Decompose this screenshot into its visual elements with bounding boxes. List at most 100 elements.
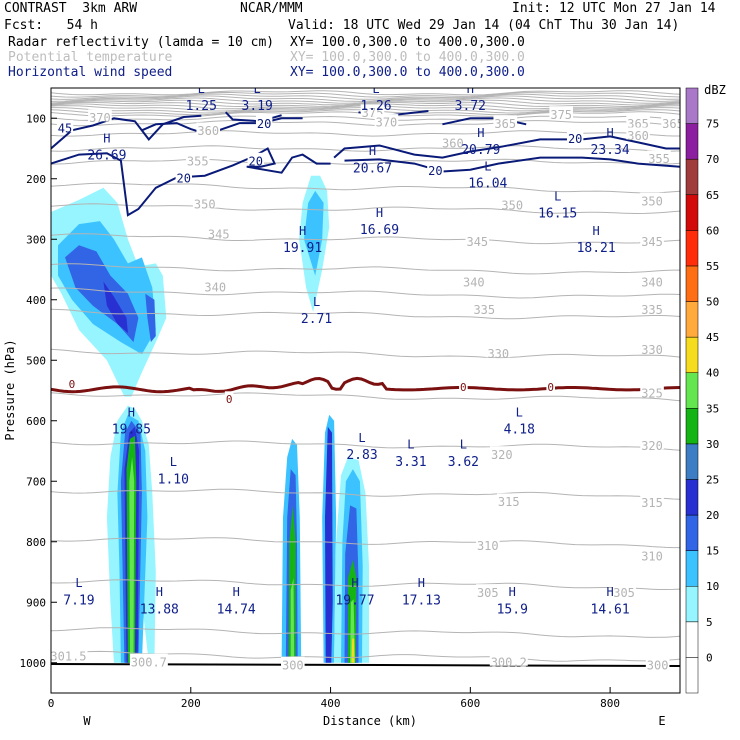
theta-label-bg xyxy=(640,301,664,314)
extremum-marker: L xyxy=(358,431,365,445)
theta-label: 330 xyxy=(487,347,509,361)
theta-label: 305 xyxy=(477,586,499,600)
extremum-marker: H xyxy=(467,82,474,96)
theta-label: 360 xyxy=(442,136,464,150)
field-theta-xy: XY= 100.0,300.0 to 400.0,300.0 xyxy=(290,50,525,65)
theta-label: 320 xyxy=(491,448,513,462)
extremum-marker: H xyxy=(351,576,358,590)
colorbar-swatch xyxy=(685,158,699,196)
theta-label: 310 xyxy=(477,539,499,553)
theta-label-bg xyxy=(462,273,486,286)
extremum-value: 16.15 xyxy=(538,207,577,222)
extremum-marker: H xyxy=(606,126,613,140)
x-tick-label: 800 xyxy=(600,697,620,710)
theta-label: 370 xyxy=(89,111,111,125)
theta-label: 370 xyxy=(376,116,398,130)
colorbar-label: 40 xyxy=(706,367,719,380)
theta-label: 345 xyxy=(641,235,663,249)
theta-contour xyxy=(51,537,680,549)
colorbar-label: 60 xyxy=(706,224,719,237)
colorbar-label: 15 xyxy=(706,545,719,558)
wind-label-bg xyxy=(175,169,192,182)
extremum-value: 14.74 xyxy=(217,602,256,617)
extremum-marker: H xyxy=(593,224,600,238)
theta-label-bg xyxy=(88,109,112,122)
theta-contour xyxy=(51,203,680,215)
theta-label-bg xyxy=(496,493,521,506)
theta-label-bg xyxy=(51,647,88,660)
freezing-label: 0 xyxy=(460,381,467,394)
theta-label: 340 xyxy=(463,275,485,289)
theta-label-bg xyxy=(640,547,664,560)
theta-label: 355 xyxy=(187,154,209,168)
theta-label-bg xyxy=(500,196,525,209)
x-tick-label: 0 xyxy=(48,697,55,710)
theta-label: 355 xyxy=(648,152,670,166)
colorbar: 0 5 10 15 20 25 30 35 40 45 50 55 60 65 70 75 xyxy=(685,87,719,694)
wind-contour xyxy=(51,147,331,217)
colorbar-swatch xyxy=(685,657,699,694)
x-end-label-east: E xyxy=(658,714,665,728)
theta-label: 315 xyxy=(498,495,520,509)
colorbar-label: 35 xyxy=(706,402,719,415)
theta-contour xyxy=(51,287,680,299)
theta-label-bg xyxy=(640,437,664,450)
extremum-value: 13.88 xyxy=(140,602,179,617)
colorbar-swatch xyxy=(685,194,699,231)
wind-label: 20 xyxy=(249,154,263,168)
theta-label-bg xyxy=(472,301,497,314)
theta-contour xyxy=(51,627,680,638)
theta-label-bg xyxy=(489,446,514,459)
theta-contour xyxy=(51,233,680,245)
extremum-value: 20.79 xyxy=(461,143,500,158)
colorbar-swatch xyxy=(685,265,699,302)
theta-label-bg xyxy=(196,122,221,135)
extremum-value: 17.13 xyxy=(402,593,441,608)
theta-label-bg xyxy=(549,106,573,119)
colorbar-label: 5 xyxy=(706,616,713,629)
extremum-marker: L xyxy=(75,576,82,590)
theta-contour xyxy=(51,579,680,590)
colorbar-swatch xyxy=(685,585,699,623)
extremum-value: 19.77 xyxy=(335,593,374,608)
extremum-marker: L xyxy=(484,159,491,173)
column-center xyxy=(325,426,333,663)
colorbar-label: 65 xyxy=(706,189,719,202)
extremum-value: 26.69 xyxy=(87,149,126,164)
colorbar-swatch xyxy=(685,621,699,658)
extremum-value: 15.9 xyxy=(497,602,528,617)
theta-label-bg xyxy=(640,233,664,246)
extremum-value: 1.25 xyxy=(186,99,217,114)
theta-label: 360 xyxy=(627,129,649,143)
extremum-value: 19.85 xyxy=(112,423,151,438)
extremum-value: 7.19 xyxy=(63,593,94,608)
extremum-value: 20.67 xyxy=(353,161,392,176)
theta-label-bg xyxy=(647,150,671,163)
theta-label-bg xyxy=(661,115,680,128)
theta-label-bg xyxy=(281,656,305,669)
y-tick-label: 200 xyxy=(26,173,46,186)
theta-label-bg xyxy=(486,345,511,358)
theta-label-bg xyxy=(493,115,518,128)
theta-label-bg xyxy=(203,278,228,291)
extremum-value: 2.71 xyxy=(301,312,332,327)
theta-label: 350 xyxy=(641,194,663,208)
theta-label: 365 xyxy=(494,117,516,131)
y-axis-title: Pressure (hPa) xyxy=(3,339,17,440)
theta-label: 360 xyxy=(197,124,219,138)
theta-label-bg xyxy=(645,656,670,669)
theta-label: 375 xyxy=(550,108,572,122)
wind-contour xyxy=(51,114,202,150)
theta-label: 300 xyxy=(282,658,304,672)
extremum-value: 3.62 xyxy=(448,455,479,470)
x-end-label-west: W xyxy=(83,714,91,728)
field-theta: Potential temperature xyxy=(8,50,173,65)
theta-label-bg xyxy=(640,192,664,205)
y-tick-label: 500 xyxy=(26,354,46,367)
extremum-marker: H xyxy=(376,206,383,220)
field-reflectivity-xy: XY= 100.0,300.0 to 400.0,300.0 xyxy=(290,35,525,50)
freezing-label-bg xyxy=(224,391,234,403)
theta-label-bg xyxy=(626,127,650,140)
y-tick-label: 800 xyxy=(26,536,46,549)
